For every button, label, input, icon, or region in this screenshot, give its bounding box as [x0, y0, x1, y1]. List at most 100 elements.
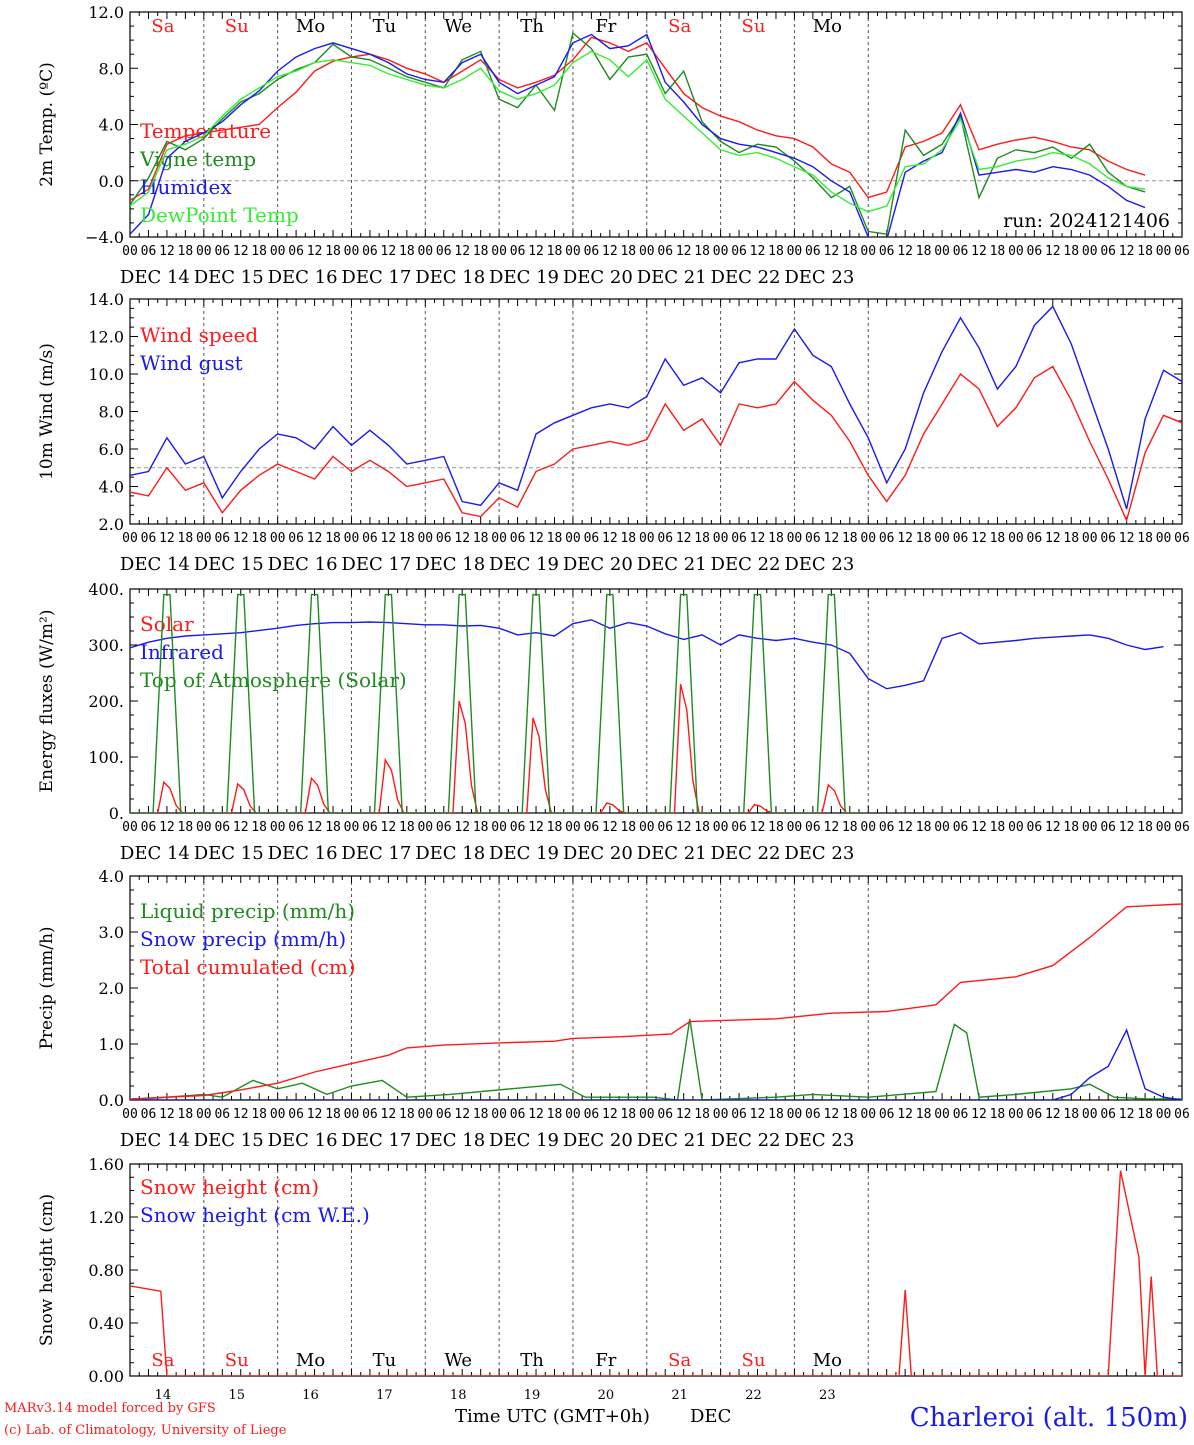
hour-tick-label: 00 [713, 244, 729, 259]
hour-tick-label: 12 [824, 531, 840, 546]
hour-tick-label: 00 [565, 244, 581, 259]
day-label: DEC 18 [415, 554, 485, 575]
hour-tick-label: 12 [971, 244, 987, 259]
weekday-label: Mo [813, 1350, 842, 1371]
day-label: DEC 19 [489, 554, 559, 575]
day-number-label: 22 [745, 1388, 762, 1403]
y-tick-label: 14.0 [88, 290, 124, 309]
hour-tick-label: 06 [953, 244, 969, 259]
weekday-label: Su [742, 1350, 766, 1371]
hour-tick-label: 06 [657, 1107, 673, 1122]
hour-tick-label: 00 [860, 1107, 876, 1122]
hour-tick-label: 00 [196, 531, 212, 546]
legend-entry: Solar [140, 612, 194, 636]
y-tick-label: 1.20 [88, 1208, 124, 1227]
hour-tick-label: 18 [916, 820, 932, 835]
hour-tick-label: 00 [270, 244, 286, 259]
legend-entry: Top of Atmosphere (Solar) [140, 668, 407, 692]
hour-tick-label: 12 [381, 1107, 397, 1122]
weekday-label: Tu [373, 1350, 397, 1371]
day-label: DEC 22 [711, 843, 781, 864]
day-number-label: 19 [524, 1388, 541, 1403]
hour-tick-label: 12 [1045, 820, 1061, 835]
hour-tick-label: 06 [214, 1107, 230, 1122]
legend-entry: Humidex [140, 175, 232, 199]
weekday-label: Fr [595, 16, 616, 37]
hour-tick-label: 06 [1027, 820, 1043, 835]
hour-tick-label: 18 [178, 244, 194, 259]
hour-tick-label: 12 [676, 531, 692, 546]
hour-tick-label: 06 [657, 531, 673, 546]
hour-tick-label: 00 [1082, 1107, 1098, 1122]
day-label: DEC 14 [120, 843, 190, 864]
hour-tick-label: 18 [694, 531, 710, 546]
hour-tick-label: 06 [584, 820, 600, 835]
hour-tick-label: 12 [381, 820, 397, 835]
hour-tick-label: 18 [842, 820, 858, 835]
legend-entry: Liquid precip (mm/h) [140, 899, 355, 923]
hour-tick-label: 12 [602, 1107, 618, 1122]
day-label: DEC 18 [415, 843, 485, 864]
hour-tick-label: 12 [454, 531, 470, 546]
hour-tick-label: 06 [731, 820, 747, 835]
hour-tick-label: 06 [214, 531, 230, 546]
hour-tick-label: 18 [547, 820, 563, 835]
hour-tick-label: 12 [971, 531, 987, 546]
y-tick-label: 0.40 [88, 1314, 124, 1333]
hour-tick-label: 06 [436, 244, 452, 259]
hour-tick-label: 06 [1174, 531, 1190, 546]
hour-tick-label: 18 [399, 1107, 415, 1122]
y-tick-label: 200. [88, 692, 124, 711]
hour-tick-label: 00 [565, 1107, 581, 1122]
hour-tick-label: 12 [233, 820, 249, 835]
hour-tick-label: 12 [676, 820, 692, 835]
hour-tick-label: 12 [159, 1107, 175, 1122]
hour-tick-label: 06 [731, 531, 747, 546]
weekday-label: Fr [595, 1350, 616, 1371]
hour-tick-label: 18 [473, 244, 489, 259]
hour-tick-label: 00 [1156, 244, 1172, 259]
hour-tick-label: 00 [1156, 531, 1172, 546]
hour-tick-label: 06 [288, 820, 304, 835]
hour-tick-label: 18 [768, 244, 784, 259]
hour-tick-label: 18 [620, 244, 636, 259]
hour-tick-label: 00 [417, 820, 433, 835]
hour-tick-label: 18 [694, 820, 710, 835]
hour-tick-label: 00 [270, 820, 286, 835]
hour-tick-label: 00 [713, 1107, 729, 1122]
hour-tick-label: 06 [805, 1107, 821, 1122]
hour-tick-label: 06 [584, 1107, 600, 1122]
hour-tick-label: 18 [1137, 1107, 1153, 1122]
weekday-label: Sa [151, 1350, 174, 1371]
hour-tick-label: 00 [787, 531, 803, 546]
hour-tick-label: 18 [251, 531, 267, 546]
hour-tick-label: 12 [307, 244, 323, 259]
day-label: DEC 23 [784, 1130, 854, 1151]
y-tick-label: 2.0 [99, 515, 124, 534]
hour-tick-label: 00 [565, 820, 581, 835]
hour-tick-label: 18 [325, 820, 341, 835]
hour-tick-label: 00 [713, 820, 729, 835]
hour-tick-label: 00 [122, 531, 138, 546]
hour-tick-label: 12 [528, 531, 544, 546]
panel-frame [129, 298, 1183, 525]
day-label: DEC 22 [711, 554, 781, 575]
y-tick-label: 8.0 [99, 59, 124, 78]
legend-entry: Snow height (cm W.E.) [140, 1203, 370, 1227]
hour-tick-label: 18 [768, 531, 784, 546]
series-snow-precip-mm-h [130, 1028, 1182, 1100]
y-tick-label: 3.0 [99, 923, 124, 942]
hour-tick-label: 06 [1100, 531, 1116, 546]
day-label: DEC 20 [563, 554, 633, 575]
y-tick-label: −4.0 [85, 228, 124, 247]
day-label: DEC 16 [268, 843, 338, 864]
hour-tick-label: 12 [824, 1107, 840, 1122]
weekday-label: Sa [668, 16, 691, 37]
panel-1: 12.08.04.00.0−4.02m Temp. (ºC)00 06 12 18 00… [37, 3, 1190, 288]
hour-tick-label: 00 [934, 244, 950, 259]
hour-tick-label: 12 [159, 531, 175, 546]
day-label: DEC 18 [415, 267, 485, 288]
y-tick-label: 12.0 [88, 3, 124, 22]
day-label: DEC 16 [268, 554, 338, 575]
legend-entry: Temperature [140, 119, 271, 143]
